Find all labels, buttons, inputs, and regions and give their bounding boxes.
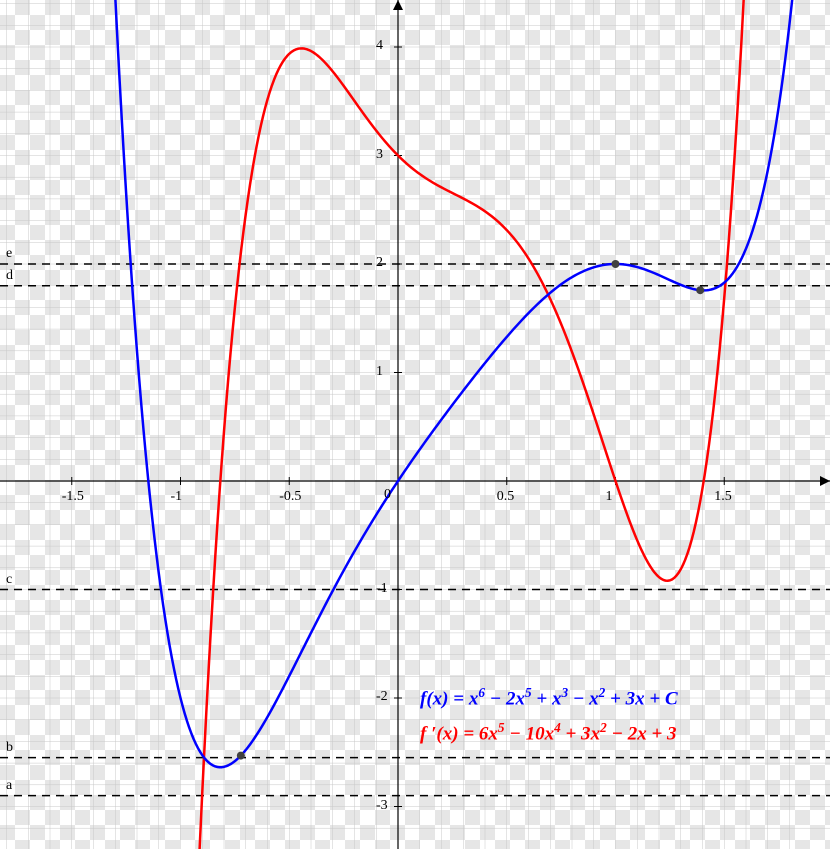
- dash-label-d: d: [6, 268, 13, 284]
- dash-label-b: b: [6, 740, 13, 756]
- x-tick-label: -1.5: [62, 489, 84, 505]
- y-tick-label: 1: [376, 364, 383, 380]
- y-tick-label: 3: [376, 147, 383, 163]
- x-tick-label: 0.5: [497, 489, 515, 505]
- origin-label: 0: [384, 487, 391, 503]
- equation-f: f(x) = x6 − 2x5 + x3 − x2 + 3x + C: [420, 685, 678, 710]
- y-tick-label: -3: [376, 798, 388, 814]
- x-tick-label: -1: [171, 489, 183, 505]
- dash-label-a: a: [6, 778, 12, 794]
- x-tick-label: 1: [606, 489, 613, 505]
- y-tick-label: -1: [376, 581, 388, 597]
- x-tick-label: -0.5: [279, 489, 301, 505]
- y-tick-label: -2: [376, 689, 388, 705]
- function-plot: -1.5 -1 -0.5 0.5 1 1.5 -3 -2 -1 1 2 3 4 0 ed c b a f(x) =…: [0, 0, 830, 849]
- equation-fprime: f ′(x) = 6x5 − 10x4 + 3x2 − 2x + 3: [420, 720, 677, 745]
- dash-label-e: e: [6, 246, 12, 262]
- y-tick-label: 2: [376, 255, 383, 271]
- y-tick-label: 4: [376, 38, 383, 54]
- plot-svg: [0, 0, 830, 849]
- x-tick-label: 1.5: [714, 489, 732, 505]
- dash-label-c: c: [6, 572, 12, 588]
